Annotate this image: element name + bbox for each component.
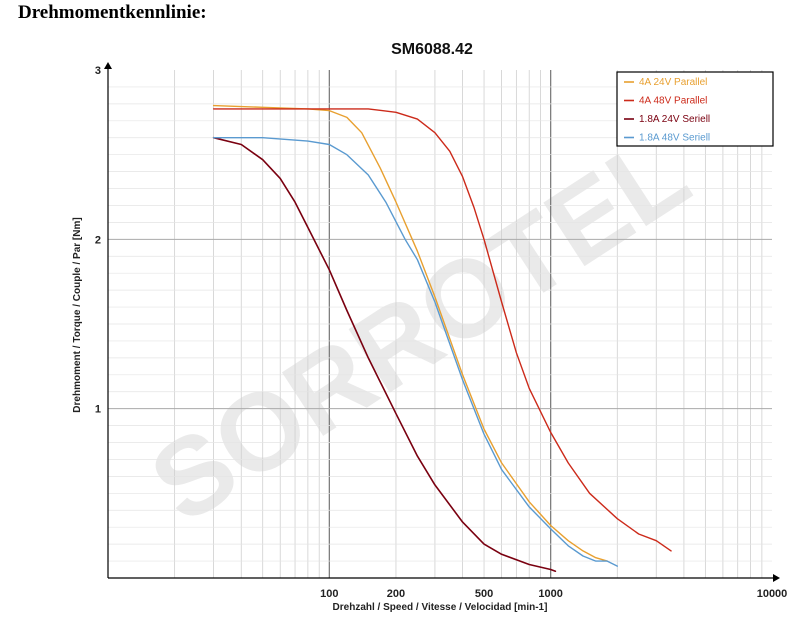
series-lines	[212, 104, 672, 572]
legend-box	[616, 71, 774, 147]
legend-label: 1.8A 24V Seriell	[639, 114, 710, 125]
legend: 4A 24V Parallel 4A 48V Parallel 1.8A 24V S…	[616, 71, 774, 147]
x-axis-title: Drehzahl / Speed / Vitesse / Velocidad […	[333, 602, 548, 613]
x-tick-label: 10000	[757, 588, 788, 600]
y-tick-label: 1	[95, 404, 101, 416]
series-line-4	[212, 137, 618, 567]
x-axis-arrow	[773, 574, 780, 582]
x-tick-label: 100	[320, 588, 338, 600]
y-tick-label: 3	[95, 65, 101, 77]
axes	[104, 62, 780, 582]
page-heading: Drehmomentkennlinie:	[18, 2, 207, 23]
legend-label: 4A 24V Parallel	[639, 77, 707, 88]
x-tick-label: 1000	[538, 588, 562, 600]
x-tick-label: 500	[475, 588, 493, 600]
legend-label: 4A 48V Parallel	[639, 96, 707, 107]
tick-labels: 100 200 500 1000 10000 1 2 3	[95, 65, 787, 600]
grid	[108, 70, 772, 578]
chart-title: SM6088.42	[391, 41, 473, 58]
legend-label: 1.8A 48V Seriell	[639, 133, 710, 144]
watermark-text: SORROTEL	[130, 111, 710, 547]
y-axis-title: Drehmoment / Torque / Couple / Par [Nm]	[72, 217, 83, 412]
y-axis-arrow	[104, 62, 112, 69]
watermark: SORROTEL	[130, 111, 710, 547]
series-line-3	[212, 136, 557, 572]
y-tick-label: 2	[95, 234, 101, 246]
x-tick-label: 200	[387, 588, 405, 600]
series-line-2	[212, 108, 672, 552]
series-line-1	[212, 104, 608, 562]
